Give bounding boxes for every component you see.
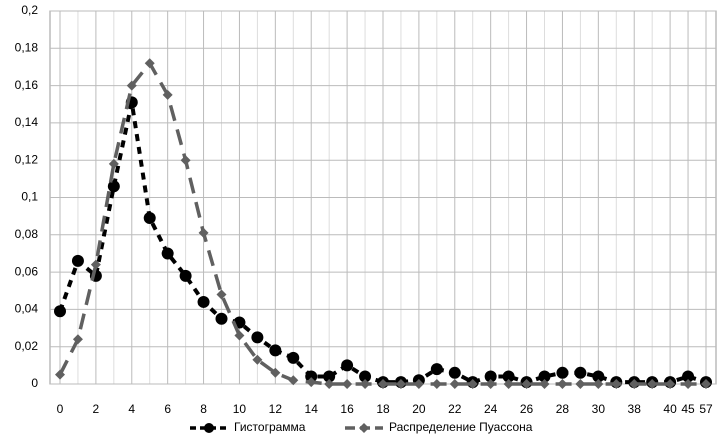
point xyxy=(72,334,83,345)
point xyxy=(341,359,354,372)
x-tick-label: 45 xyxy=(681,402,695,416)
point xyxy=(162,89,173,100)
point xyxy=(306,377,317,388)
x-tick-label: 10 xyxy=(233,402,247,416)
x-tick-label: 14 xyxy=(305,402,319,416)
point xyxy=(215,312,228,325)
x-tick-label: 22 xyxy=(448,402,462,416)
y-tick-label: 0,18 xyxy=(15,40,39,54)
x-tick-label: 12 xyxy=(269,402,283,416)
point xyxy=(71,254,84,267)
point xyxy=(360,379,371,389)
x-tick-label: 30 xyxy=(592,402,606,416)
point xyxy=(270,367,281,378)
point xyxy=(539,379,550,389)
point xyxy=(592,370,605,383)
point xyxy=(575,379,586,389)
point xyxy=(287,351,300,364)
point xyxy=(198,227,209,238)
y-tick-label: 0,1 xyxy=(21,190,38,204)
legend-label: Распределение Пуассона xyxy=(389,420,533,434)
point xyxy=(701,379,711,389)
point xyxy=(502,370,515,383)
point xyxy=(448,366,461,379)
point xyxy=(54,305,66,318)
point xyxy=(683,379,694,389)
y-tick-label: 0,06 xyxy=(15,264,39,278)
point xyxy=(682,370,695,383)
y-tick-label: 0,12 xyxy=(15,152,39,166)
point xyxy=(557,379,568,389)
point xyxy=(342,379,353,389)
point xyxy=(538,370,551,383)
point xyxy=(629,379,640,389)
point xyxy=(647,379,658,389)
point xyxy=(143,212,156,225)
x-tick-label: 2 xyxy=(93,402,100,416)
point xyxy=(593,379,604,389)
point xyxy=(305,370,318,383)
point xyxy=(665,379,676,389)
point xyxy=(288,375,299,386)
point xyxy=(485,379,496,389)
x-tick-label: 28 xyxy=(556,402,570,416)
point xyxy=(55,369,65,380)
point xyxy=(126,80,137,91)
y-tick-label: 0,16 xyxy=(15,78,39,92)
point xyxy=(378,379,388,389)
point xyxy=(449,379,460,389)
point xyxy=(251,331,264,344)
x-tick-label: 40 xyxy=(663,402,677,416)
point xyxy=(216,289,227,300)
point xyxy=(108,158,119,169)
y-tick-label: 0,2 xyxy=(21,3,38,17)
point xyxy=(144,58,155,69)
x-tick-label: 38 xyxy=(628,402,642,416)
x-tick-label: 57 xyxy=(699,402,713,416)
point xyxy=(161,247,174,260)
point xyxy=(413,379,424,389)
point xyxy=(430,363,443,376)
point xyxy=(197,295,210,308)
y-tick-label: 0,04 xyxy=(15,302,39,316)
x-tick-label: 20 xyxy=(412,402,426,416)
legend-label: Гистограмма xyxy=(234,420,306,434)
y-tick-label: 0,02 xyxy=(15,339,39,353)
x-tick-label: 0 xyxy=(57,402,64,416)
point xyxy=(90,259,101,270)
point xyxy=(611,379,622,389)
x-tick-label: 4 xyxy=(128,402,135,416)
point xyxy=(324,379,335,389)
x-tick-label: 18 xyxy=(376,402,390,416)
point xyxy=(574,366,587,379)
y-tick-label: 0,08 xyxy=(15,227,39,241)
point xyxy=(556,366,569,379)
point xyxy=(484,370,497,383)
point xyxy=(234,330,245,341)
y-tick-label: 0 xyxy=(31,376,38,390)
x-tick-label: 8 xyxy=(200,402,207,416)
point xyxy=(252,354,263,365)
point xyxy=(269,344,282,357)
point xyxy=(467,379,478,389)
x-tick-label: 24 xyxy=(484,402,498,416)
point xyxy=(503,379,514,389)
x-tick-label: 16 xyxy=(340,402,354,416)
point xyxy=(395,379,406,389)
point xyxy=(179,269,192,282)
point xyxy=(107,180,120,193)
point xyxy=(431,379,442,389)
point xyxy=(359,370,372,383)
point xyxy=(180,155,191,166)
point xyxy=(204,423,214,433)
point xyxy=(521,379,532,389)
y-tick-label: 0,14 xyxy=(15,115,39,129)
point xyxy=(359,423,369,433)
x-tick-label: 6 xyxy=(164,402,171,416)
point xyxy=(323,370,336,383)
x-tick-label: 26 xyxy=(520,402,534,416)
